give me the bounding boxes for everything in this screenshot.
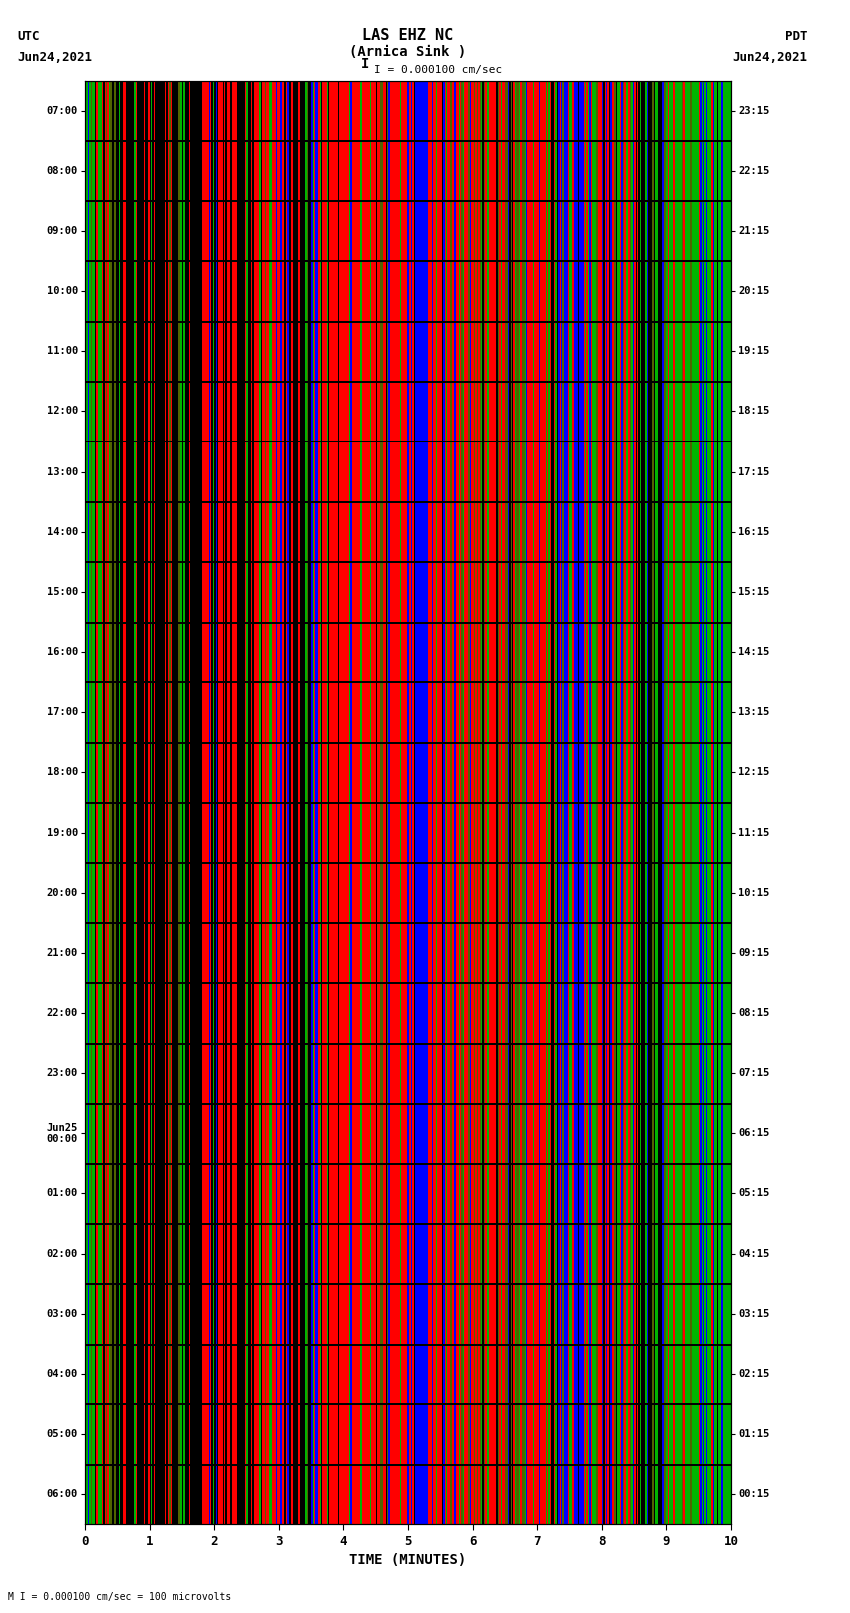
Text: Jun24,2021: Jun24,2021 xyxy=(17,52,92,65)
Text: LAS EHZ NC: LAS EHZ NC xyxy=(362,29,454,44)
X-axis label: TIME (MINUTES): TIME (MINUTES) xyxy=(349,1553,467,1568)
Text: I: I xyxy=(361,56,370,71)
Text: PDT: PDT xyxy=(785,31,808,44)
Text: (Arnica Sink ): (Arnica Sink ) xyxy=(349,45,467,60)
Text: UTC: UTC xyxy=(17,31,39,44)
Text: I = 0.000100 cm/sec: I = 0.000100 cm/sec xyxy=(374,65,502,74)
Text: M I = 0.000100 cm/sec = 100 microvolts: M I = 0.000100 cm/sec = 100 microvolts xyxy=(8,1592,232,1602)
Text: Jun24,2021: Jun24,2021 xyxy=(733,52,808,65)
